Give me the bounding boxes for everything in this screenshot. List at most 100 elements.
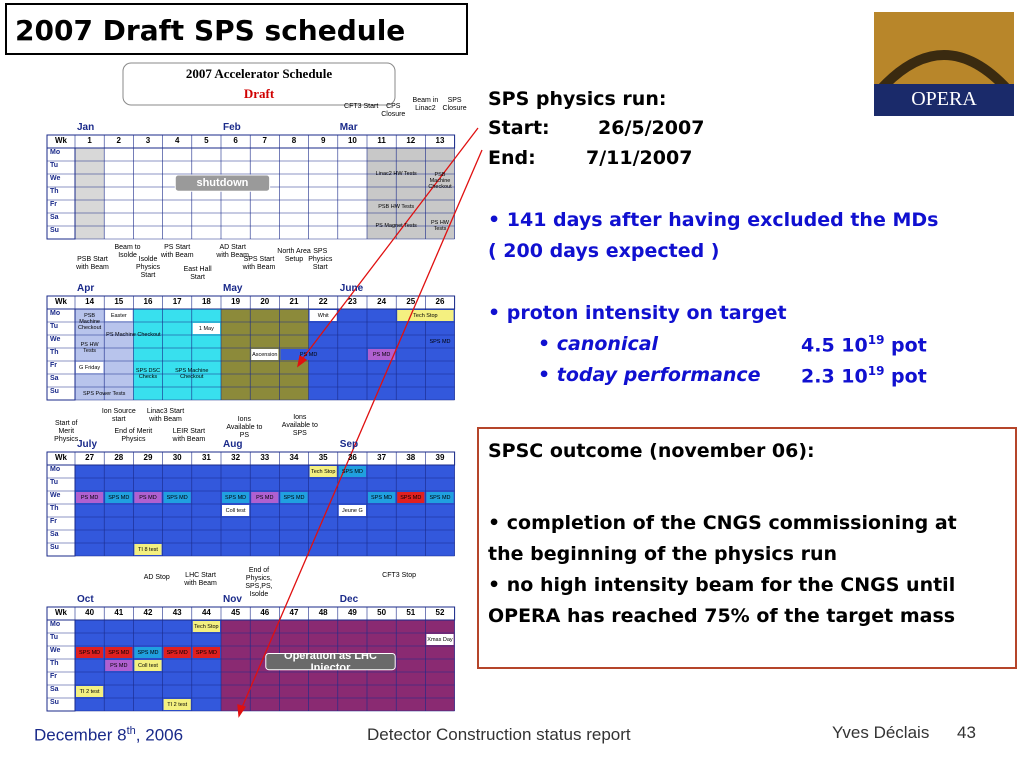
week-number: 51 [406, 608, 416, 617]
cell-label: Tech Stop [310, 468, 336, 475]
cell-fill [309, 466, 337, 477]
month-label: June [339, 283, 364, 294]
annotation: PS Start with Beam [160, 244, 194, 259]
day-label: Tu [50, 634, 59, 641]
period-fill [367, 148, 455, 239]
month-label: Jan [77, 122, 95, 133]
week-number: 13 [435, 136, 445, 145]
arrowhead [297, 354, 308, 368]
cell-label: Operation as LHC Injector [284, 653, 377, 670]
mantissa: 2.3 10 [801, 365, 868, 388]
value: 26/5/2007 [598, 117, 705, 139]
arrows [237, 127, 483, 718]
day-label: Sa [50, 214, 59, 221]
cell-label: SPS MD [429, 338, 451, 345]
week-number: 28 [114, 453, 124, 462]
cell-label: PS MD [299, 351, 318, 358]
days-line: • 141 days after having excluded the MDs [488, 209, 939, 231]
cell-label: shutdown [196, 177, 249, 190]
footer-author: Yves Déclais [832, 723, 930, 742]
cell-label: G Friday [79, 364, 101, 371]
date-sup: th [126, 725, 136, 737]
week-number: 7 [262, 136, 267, 145]
cell-fill [426, 336, 454, 347]
week-label: Wk [55, 136, 67, 145]
date: December 8 [34, 725, 127, 745]
week-number: 6 [233, 136, 238, 145]
week-number: 52 [435, 608, 445, 617]
week-label: Wk [55, 297, 67, 306]
annotation: End of Physics, SPS,PS, Isolde [245, 567, 273, 598]
cell-label: Xmas Day [427, 636, 453, 643]
cell-label: SPS MD [166, 649, 188, 656]
annotation: LEIR Start with Beam [172, 428, 206, 443]
week-number: 5 [204, 136, 209, 145]
cell-fill [368, 492, 396, 503]
footer-center: Detector Construction status report [367, 725, 631, 744]
cell-label: SPS MD [400, 494, 422, 501]
week-number: 47 [289, 608, 299, 617]
cell-fill [76, 492, 104, 503]
cell-label: SPS MD [341, 468, 363, 475]
logo-text: OPERA [911, 88, 977, 110]
week-number: 42 [143, 608, 153, 617]
cell-fill [76, 647, 104, 658]
cell-label: SPS MD [371, 494, 393, 501]
annotation: Linac3 Start with Beam [146, 408, 185, 423]
exponent: 19 [867, 364, 885, 378]
days-line: ( 200 days expected ) [488, 240, 720, 262]
day-label: Th [50, 349, 59, 356]
week-number: 46 [260, 608, 270, 617]
cell-fill [280, 349, 337, 360]
week-number: 40 [85, 608, 95, 617]
cell-label: SPS MD [283, 494, 305, 501]
day-label: Tu [50, 162, 59, 169]
annotation: AD Start with Beam [216, 244, 250, 259]
annotation: Beam to Isolde [114, 244, 141, 259]
cell-fill [163, 699, 191, 710]
day-label: Sa [50, 686, 59, 693]
cell-label: SPS MD [166, 494, 188, 501]
cell-label: SPS MD [108, 494, 130, 501]
annotation: Isolde Physics Start [135, 256, 161, 279]
week-number: 2 [116, 136, 121, 145]
week-number: 44 [201, 608, 211, 617]
month-label: July [77, 439, 98, 450]
annotation: Beam in Linac2 [412, 97, 439, 112]
cell-label: SPS MD [79, 649, 101, 656]
month-label: Dec [339, 594, 359, 605]
spsc-item: • completion of the CNGS commissioning a… [488, 512, 957, 565]
cell-label: Tech Stop [194, 623, 219, 630]
week-number: 15 [114, 297, 124, 306]
cell-label: 1 May [198, 325, 214, 332]
spsc-box [477, 427, 1017, 669]
week-number: 18 [201, 297, 211, 306]
spsc-item: • no high intensity beam for the CNGS un… [488, 574, 956, 627]
month-label: Oct [77, 594, 94, 605]
week-number: 41 [114, 608, 124, 617]
week-label: Wk [55, 453, 67, 462]
week-number: 38 [406, 453, 416, 462]
annotation: CFT3 Start [344, 103, 379, 110]
week-number: 32 [231, 453, 241, 462]
cell-label: PS HW Tests [80, 342, 99, 354]
cell-fill [105, 310, 133, 321]
cell-label: PS MD [80, 494, 99, 501]
cell-label: SPS DSC Checks [135, 368, 161, 380]
week-number: 34 [289, 453, 299, 462]
cell-label: Ascension [252, 351, 278, 358]
exponent: 19 [867, 333, 885, 347]
day-label: We [50, 647, 61, 654]
annotation: SPS Closure [442, 97, 467, 112]
cell-label: SPS MD [225, 494, 247, 501]
cell-fill [76, 362, 104, 373]
cell-label: TI 8 test [138, 546, 158, 553]
annotation: LHC Start with Beam [184, 572, 217, 587]
day-label: Fr [50, 362, 57, 369]
week-number: 4 [174, 136, 180, 145]
schedule-subheader: Draft [243, 86, 275, 101]
cell-label: SPS MD [108, 649, 130, 656]
annotation: North Area Setup [277, 248, 311, 263]
